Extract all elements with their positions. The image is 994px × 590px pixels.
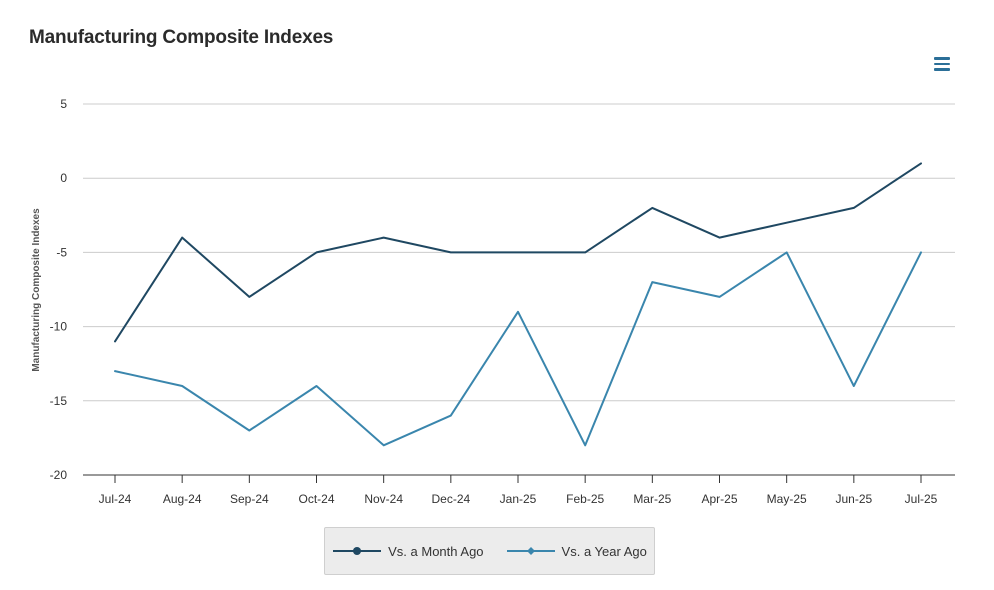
x-tick-label: Mar-25 (633, 492, 671, 506)
x-tick-label: Jan-25 (500, 492, 537, 506)
chart-title: Manufacturing Composite Indexes (29, 27, 334, 48)
legend-item-year[interactable]: Vs. a Year Ago (506, 544, 647, 559)
y-tick-label: 5 (60, 97, 67, 111)
legend-item-month[interactable]: Vs. a Month Ago (332, 543, 484, 559)
x-axis: Jul-24 Aug-24 Sep-24 Oct-24 Nov-24 Dec-24 Jan-… (83, 474, 955, 506)
legend-swatch-diamond-icon (506, 547, 555, 555)
series-lines (114, 162, 922, 447)
x-tick-label: Feb-25 (566, 492, 604, 506)
x-tick-label: Sep-24 (230, 492, 269, 506)
x-tick-label: Aug-24 (163, 492, 202, 506)
y-axis-label: Manufacturing Composite Indexes (31, 208, 42, 372)
hamburger-menu-icon-bar (934, 68, 950, 71)
x-tick-label: Jun-25 (835, 492, 872, 506)
x-tick-label: Dec-24 (431, 492, 470, 506)
x-tick-label: Jul-25 (905, 492, 938, 506)
series-line-1 (114, 251, 922, 447)
y-axis-ticks: 5 0 -5 -10 -15 -20 (50, 97, 68, 482)
series-line-0 (114, 162, 922, 343)
hamburger-menu-icon-bar (934, 62, 950, 66)
y-tick-label: -20 (50, 468, 68, 482)
y-tick-label: 0 (60, 171, 67, 185)
legend-swatch-circle-icon (333, 547, 382, 555)
chart-menu-button[interactable] (928, 52, 956, 76)
y-tick-label: -15 (50, 394, 68, 408)
x-tick-label: Jul-24 (99, 492, 132, 506)
x-tick-label: Oct-24 (298, 492, 334, 506)
x-tick-label: May-25 (767, 492, 807, 506)
x-tick-label: Nov-24 (364, 492, 403, 506)
legend: Vs. a Month Ago Vs. a Year Ago (324, 527, 655, 575)
y-tick-label: -5 (56, 245, 67, 259)
hamburger-menu-icon (934, 57, 950, 60)
x-tick-label: Apr-25 (701, 492, 737, 506)
legend-label-month: Vs. a Month Ago (388, 543, 484, 559)
legend-label-year: Vs. a Year Ago (561, 543, 647, 559)
y-tick-label: -10 (50, 320, 68, 334)
